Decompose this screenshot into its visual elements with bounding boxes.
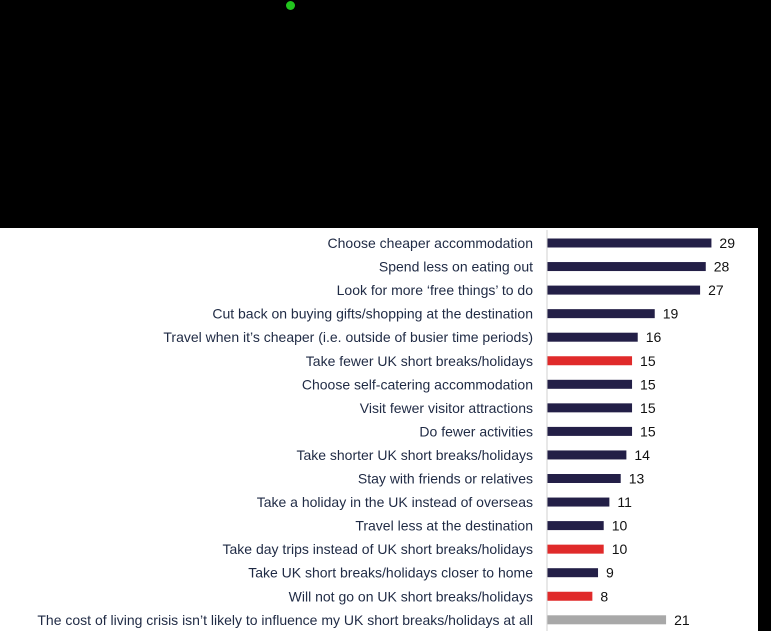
bar <box>547 309 655 319</box>
category-label: Travel less at the destination <box>355 518 533 534</box>
bar <box>547 591 593 601</box>
category-label: Choose cheaper accommodation <box>328 235 533 251</box>
value-label: 8 <box>600 588 608 604</box>
bar-chart-panel: Choose cheaper accommodation 29 Spend less… <box>0 228 758 631</box>
category-label: Look for more ‘free things’ to do <box>337 282 534 298</box>
value-label: 15 <box>640 400 656 416</box>
category-label: Cut back on buying gifts/shopping at the… <box>212 306 533 322</box>
value-label: 15 <box>640 423 656 439</box>
value-label: 10 <box>612 518 628 534</box>
bar <box>547 262 706 272</box>
category-label: Take a holiday in the UK instead of over… <box>257 494 533 510</box>
bar <box>547 615 667 625</box>
value-label: 27 <box>708 282 724 298</box>
value-label: 21 <box>674 612 690 628</box>
value-label: 9 <box>606 565 614 581</box>
bar <box>547 474 621 483</box>
category-label: The cost of living crisis isn’t likely t… <box>37 612 533 628</box>
green-dot-indicator <box>286 1 295 10</box>
bar <box>547 426 633 436</box>
bar <box>547 332 638 342</box>
bar <box>547 238 712 248</box>
category-label: Visit fewer visitor attractions <box>360 400 533 416</box>
bar <box>547 568 599 578</box>
category-label: Take day trips instead of UK short break… <box>223 541 534 557</box>
value-label: 15 <box>640 376 656 392</box>
category-label: Take fewer UK short breaks/holidays <box>306 353 533 369</box>
bar <box>547 544 604 554</box>
value-label: 28 <box>714 259 730 275</box>
bar <box>547 356 633 366</box>
bar <box>547 450 627 460</box>
category-label: Will not go on UK short breaks/holidays <box>289 588 533 604</box>
value-label: 16 <box>646 329 662 345</box>
value-label: 29 <box>719 235 735 251</box>
right-edge-dark <box>758 228 771 631</box>
category-label: Do fewer activities <box>419 423 533 439</box>
category-label: Take shorter UK short breaks/holidays <box>296 447 533 463</box>
bar <box>547 521 604 531</box>
category-label: Spend less on eating out <box>379 259 533 275</box>
dark-background-area <box>0 0 771 228</box>
value-label: 14 <box>634 447 650 463</box>
bar <box>547 379 633 389</box>
bar <box>547 403 633 413</box>
category-label: Travel when it’s cheaper (i.e. outside o… <box>163 329 533 345</box>
category-label: Stay with friends or relatives <box>358 471 533 487</box>
category-label: Choose self-catering accommodation <box>302 376 533 392</box>
bar <box>547 285 701 295</box>
value-label: 10 <box>612 541 628 557</box>
bar <box>547 497 610 507</box>
category-label: Take UK short breaks/holidays closer to … <box>248 565 533 581</box>
bar-chart: Choose cheaper accommodation 29 Spend less… <box>37 230 735 631</box>
value-label: 15 <box>640 353 656 369</box>
value-label: 11 <box>617 494 632 510</box>
value-label: 19 <box>663 306 679 322</box>
value-label: 13 <box>629 471 645 487</box>
